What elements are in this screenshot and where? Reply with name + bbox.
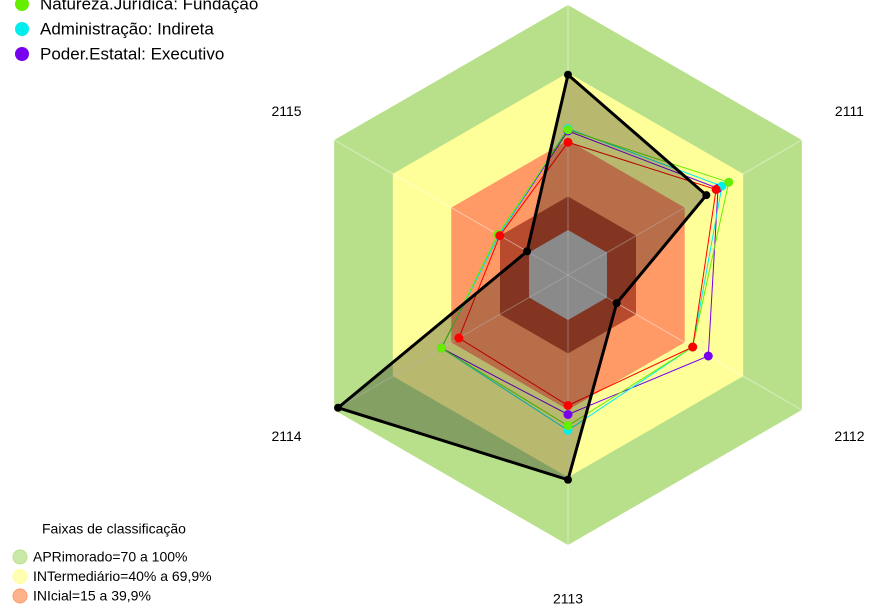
- point: [564, 70, 572, 79]
- axis-line: [567, 139, 803, 276]
- band-legend-label: APRimorado=70 a 100%: [33, 549, 188, 565]
- legend-label: Administração: Indireta: [40, 19, 214, 38]
- band-legend-marker: [12, 569, 28, 584]
- legend-label: Natureza.Jurídica: Fundação: [40, 0, 258, 13]
- point: [563, 401, 573, 410]
- point: [702, 191, 711, 200]
- legend-marker: [15, 47, 29, 61]
- axis-label: 2114: [271, 428, 301, 444]
- axis-label: 2112: [834, 428, 864, 444]
- point: [495, 231, 505, 241]
- point: [724, 177, 734, 187]
- point: [454, 333, 464, 343]
- band-legend-label: INIcial=15 a 39,9%: [33, 588, 151, 604]
- bands-title: Faixas de classificação: [42, 521, 186, 537]
- point: [564, 475, 572, 484]
- point: [563, 125, 573, 135]
- band-legend-marker: [12, 588, 28, 604]
- point: [688, 342, 698, 352]
- axis-label: 2111: [835, 103, 864, 119]
- axis-line: [567, 274, 803, 411]
- point: [563, 410, 573, 419]
- point: [334, 403, 343, 412]
- axis-label: 2115: [271, 103, 301, 119]
- point: [563, 421, 573, 431]
- point: [523, 247, 532, 256]
- legend-marker: [15, 0, 29, 11]
- legend-label: Poder.Estatal: Executivo: [40, 44, 224, 63]
- legend-marker: [15, 22, 29, 36]
- center: [529, 230, 607, 320]
- point: [711, 185, 721, 194]
- point: [563, 137, 573, 147]
- band-legend-label: INTermediário=40% a 69,9%: [33, 568, 212, 584]
- point: [436, 343, 446, 353]
- point: [612, 299, 621, 308]
- axis-label: 2113: [553, 591, 583, 607]
- point: [703, 351, 713, 361]
- band-legend-marker: [12, 549, 28, 565]
- axis-line: [333, 274, 569, 411]
